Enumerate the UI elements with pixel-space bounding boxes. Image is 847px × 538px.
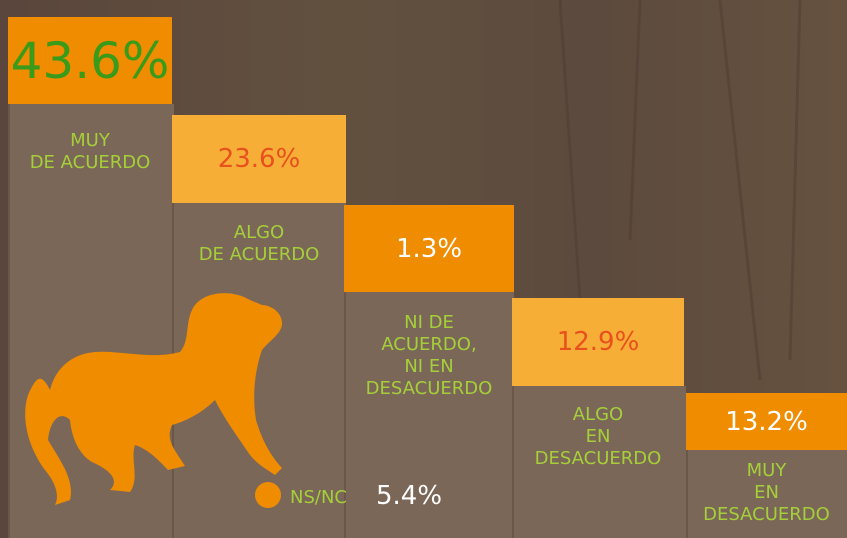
label-line: ALGO bbox=[233, 222, 285, 243]
label: MUY EN DESACUERDO bbox=[686, 460, 847, 526]
ns-value: 5.4% bbox=[376, 481, 442, 511]
value: 12.9% bbox=[556, 327, 640, 357]
label-line: EN bbox=[585, 426, 611, 447]
ns-label: NS/NC bbox=[290, 487, 347, 508]
label-line: MUY bbox=[746, 460, 787, 481]
label-line: DE ACUERDO bbox=[198, 244, 320, 265]
value: 23.6% bbox=[217, 144, 301, 174]
label-line: DESACUERDO bbox=[703, 504, 830, 525]
column bbox=[686, 450, 847, 538]
column bbox=[8, 104, 174, 538]
column bbox=[344, 292, 514, 538]
value: 13.2% bbox=[725, 406, 808, 437]
value: 1.3% bbox=[395, 233, 463, 264]
label-line: DE ACUERDO bbox=[29, 152, 151, 173]
label-line: MUY bbox=[70, 130, 110, 151]
value-box: 12.9% bbox=[512, 298, 684, 386]
label: ALGO EN DESACUERDO bbox=[512, 404, 684, 470]
label: MUY DE ACUERDO bbox=[8, 130, 172, 174]
ns-dot bbox=[255, 482, 281, 508]
label-line: EN bbox=[754, 482, 779, 503]
label-line: NI EN bbox=[404, 356, 454, 377]
value-box: 23.6% bbox=[172, 115, 346, 203]
label-line: DESACUERDO bbox=[534, 448, 662, 469]
label-line: NI DE bbox=[404, 312, 454, 333]
value-box: 1.3% bbox=[344, 205, 514, 292]
monkey bbox=[25, 293, 283, 505]
label-line: DESACUERDO bbox=[365, 378, 493, 399]
label-line: ACUERDO, bbox=[381, 334, 477, 355]
column bbox=[512, 386, 686, 538]
value-box: 13.2% bbox=[686, 393, 847, 450]
value-box: 43.6% bbox=[8, 17, 172, 104]
label: NI DE ACUERDO, NI EN DESACUERDO bbox=[344, 312, 514, 400]
label: ALGO DE ACUERDO bbox=[172, 222, 346, 266]
value: 43.6% bbox=[10, 31, 170, 90]
label-line: ALGO bbox=[572, 404, 624, 425]
